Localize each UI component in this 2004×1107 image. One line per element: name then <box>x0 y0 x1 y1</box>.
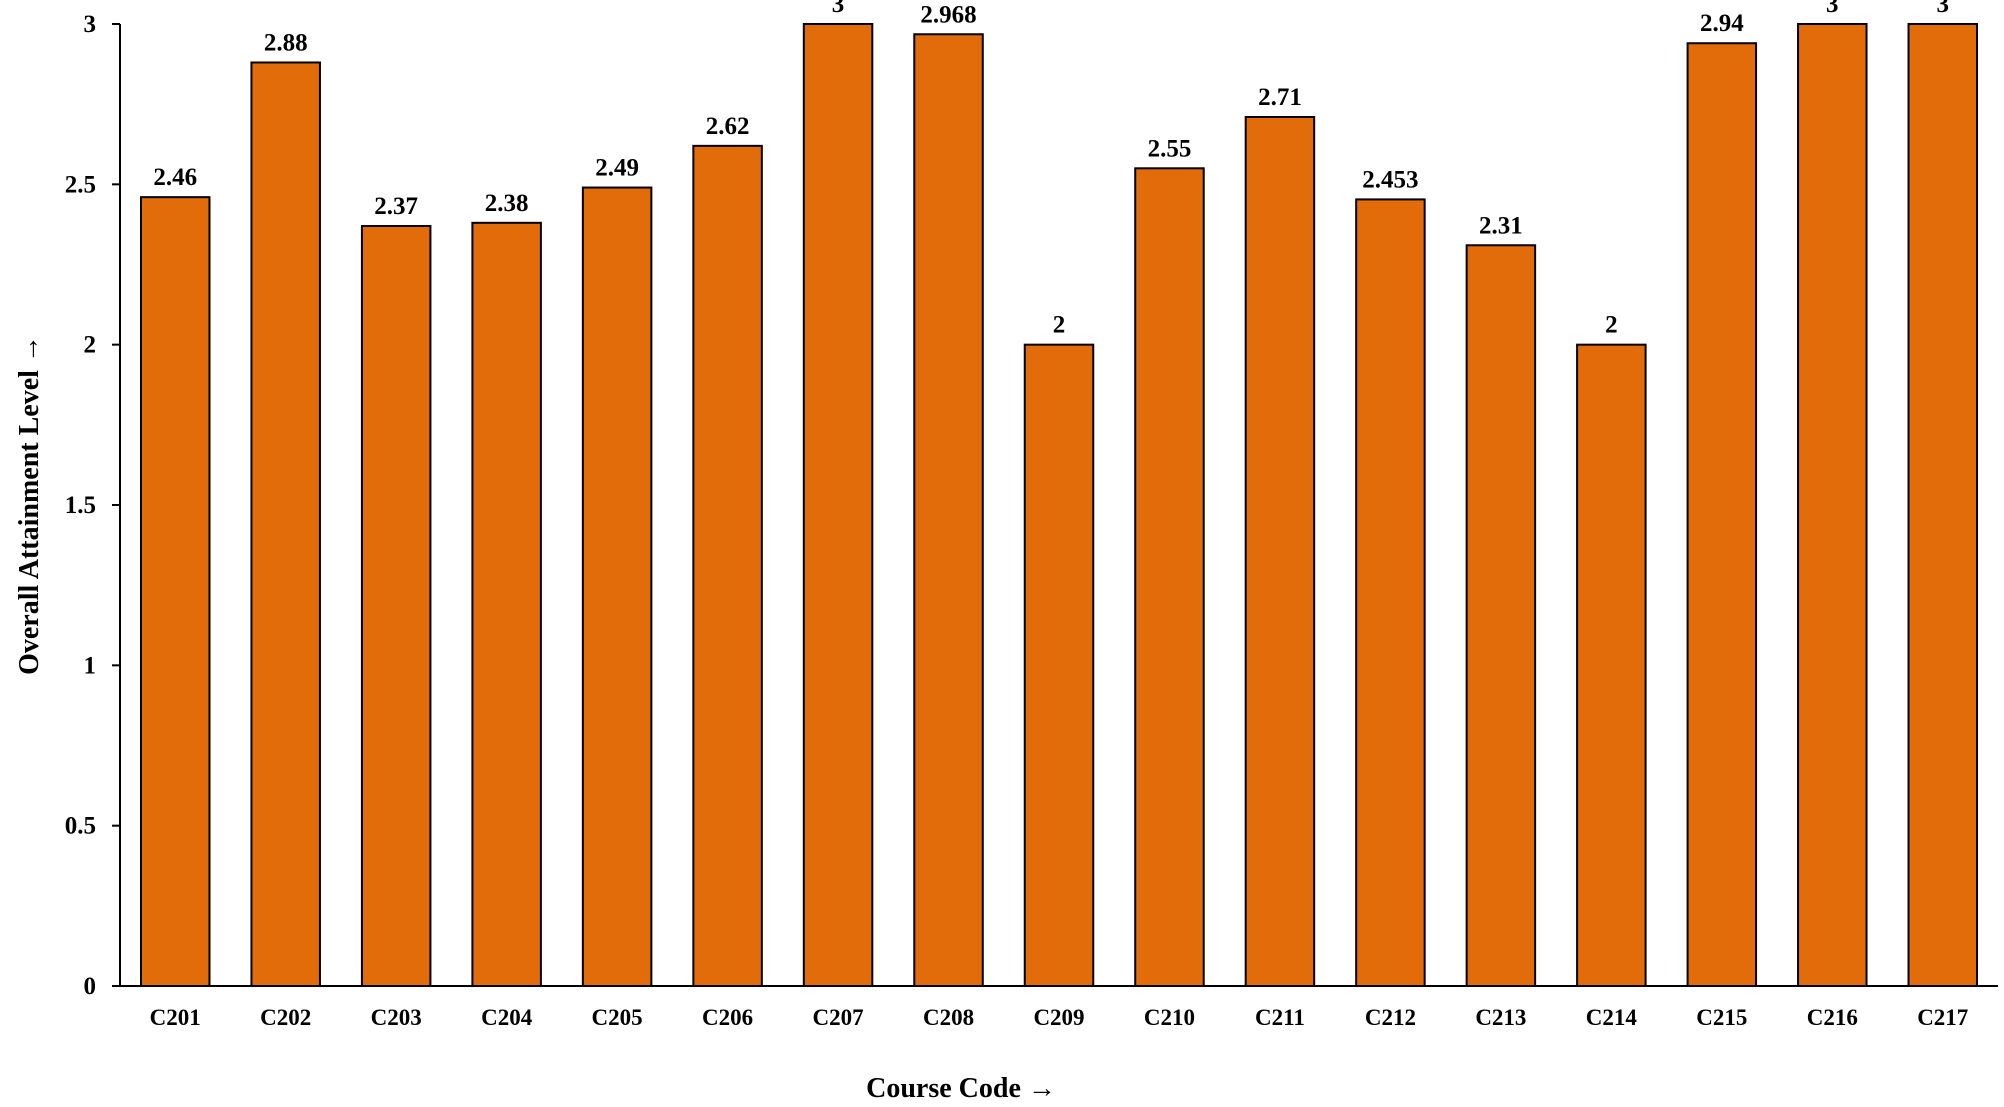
x-axis-title: Course Code → <box>866 1073 1056 1104</box>
data-label-c206: 2.62 <box>706 113 750 140</box>
y-tick-label: 2 <box>84 332 97 359</box>
x-tick-label-c213: C213 <box>1475 1005 1526 1030</box>
bar-c201 <box>139 196 211 988</box>
bar-c204 <box>471 221 542 987</box>
x-tick-label-c206: C206 <box>702 1005 753 1030</box>
bar-c203 <box>360 225 432 987</box>
x-tick-label-c211: C211 <box>1255 1005 1305 1030</box>
bar-c202 <box>250 61 321 988</box>
x-tick-label-c202: C202 <box>260 1005 311 1030</box>
bars <box>139 23 1979 988</box>
x-tick-label-c209: C209 <box>1033 1005 1084 1030</box>
x-tick-label-c210: C210 <box>1144 1005 1195 1030</box>
bar-c205 <box>581 186 653 988</box>
y-tick-label: 1.5 <box>65 492 96 519</box>
y-tick-label: 0.5 <box>65 813 96 840</box>
x-tick-label-c214: C214 <box>1586 1005 1638 1030</box>
x-tick-label-c203: C203 <box>371 1005 422 1030</box>
data-label-c211: 2.71 <box>1258 84 1302 111</box>
bar-c207 <box>802 23 874 987</box>
x-tick-label-c212: C212 <box>1365 1005 1416 1030</box>
bar-c209 <box>1023 343 1095 987</box>
data-label-c213: 2.31 <box>1479 212 1523 239</box>
data-label-c203: 2.37 <box>374 193 418 220</box>
x-tick-label-c217: C217 <box>1917 1005 1968 1030</box>
bar-c213 <box>1465 244 1537 987</box>
data-label-c205: 2.49 <box>595 155 639 182</box>
data-label-c217: 3 <box>1937 0 1950 18</box>
data-label-c207: 3 <box>832 0 845 18</box>
x-tick-label-c208: C208 <box>923 1005 974 1030</box>
bar-c206 <box>692 144 763 987</box>
data-label-c216: 3 <box>1826 0 1839 18</box>
x-tick-label-c216: C216 <box>1807 1005 1858 1030</box>
bar-c212 <box>1355 198 1426 987</box>
category-labels: C201 C202 C203 C204 C205 C206 C207 C208 C209 C210… <box>150 1005 1969 1030</box>
x-tick-label-c215: C215 <box>1696 1005 1747 1030</box>
data-label-c212: 2.453 <box>1362 166 1418 193</box>
x-tick-label-c205: C205 <box>592 1005 643 1030</box>
data-label-c204: 2.38 <box>485 190 529 217</box>
data-label-c208: 2.968 <box>920 1 976 28</box>
y-tick-label: 3 <box>84 11 97 38</box>
x-tick-label-c204: C204 <box>481 1005 533 1030</box>
x-tick-label-c207: C207 <box>812 1005 863 1030</box>
data-label-c202: 2.88 <box>264 29 308 56</box>
x-tick-label-c201: C201 <box>150 1005 201 1030</box>
y-tick-label: 1 <box>84 652 97 679</box>
data-label-c201: 2.46 <box>153 164 197 191</box>
data-label-c214: 2 <box>1605 312 1618 339</box>
bar-c217 <box>1907 23 1979 987</box>
bar-c216 <box>1797 23 1868 987</box>
data-label-c209: 2 <box>1053 312 1066 339</box>
bar-c210 <box>1134 167 1205 988</box>
data-labels: 2.46 2.88 2.37 2.38 2.49 2.62 3 2.968 2 2.55 2.71 2… <box>153 0 1949 339</box>
bar-c215 <box>1686 42 1758 988</box>
data-label-c210: 2.55 <box>1148 135 1192 162</box>
y-ticks: 0 0.5 1 1.5 2 2.5 3 <box>65 11 120 1000</box>
y-tick-label: 0 <box>84 973 97 1000</box>
bar-c214 <box>1576 343 1647 987</box>
bar-c211 <box>1244 115 1316 987</box>
y-tick-label: 2.5 <box>65 171 96 198</box>
y-axis-title: Overall Attainment Level → <box>14 335 45 675</box>
data-label-c215: 2.94 <box>1700 10 1744 37</box>
bar-c208 <box>913 33 984 987</box>
